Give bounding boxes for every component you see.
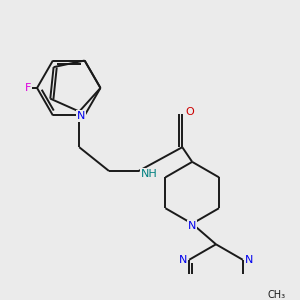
Text: NH: NH: [141, 169, 158, 179]
Text: N: N: [179, 255, 188, 265]
Text: CH₃: CH₃: [147, 299, 165, 300]
Text: N: N: [77, 111, 86, 121]
Text: N: N: [188, 221, 196, 231]
Text: N: N: [244, 255, 253, 265]
Text: O: O: [185, 106, 194, 116]
Text: F: F: [25, 83, 32, 93]
Text: CH₃: CH₃: [267, 290, 286, 300]
